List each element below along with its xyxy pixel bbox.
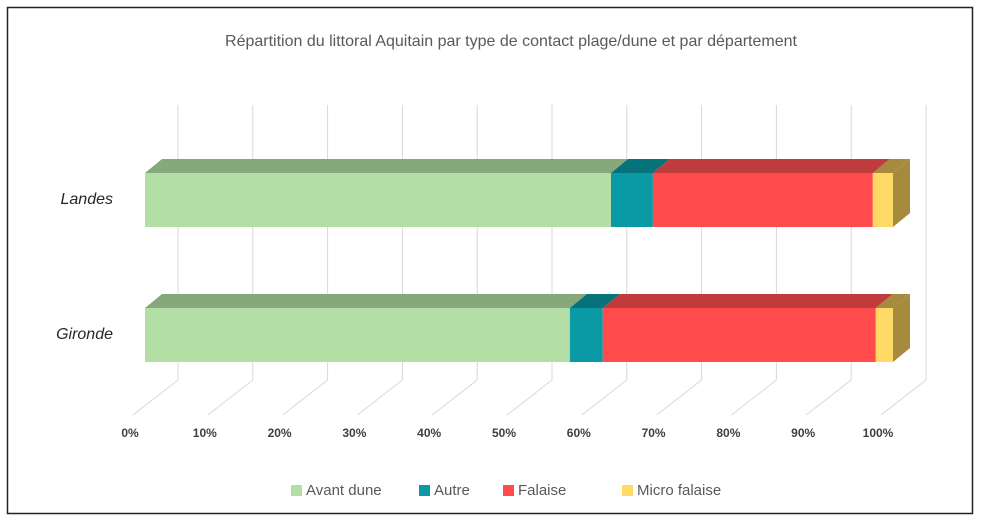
x-tick-label: 40% [417, 426, 441, 440]
legend-swatch [622, 485, 633, 496]
x-tick-label: 0% [121, 426, 139, 440]
floor-line [357, 379, 403, 416]
legend-label: Autre [434, 482, 470, 499]
floor-line [731, 379, 777, 416]
floor-line [656, 379, 702, 416]
chart-frame [6, 6, 974, 515]
bar-top [145, 159, 629, 173]
bar-top [602, 294, 893, 308]
bar [611, 173, 653, 227]
legend-label: Falaise [518, 482, 566, 499]
bar-top [611, 159, 670, 173]
x-tick-label: 80% [716, 426, 740, 440]
legend-swatch [291, 485, 302, 496]
x-tick-label: 70% [642, 426, 666, 440]
bar-top [569, 294, 620, 308]
legend-label: Avant dune [306, 482, 382, 499]
bar [875, 308, 893, 362]
bar [145, 173, 612, 227]
floor-line [431, 379, 478, 416]
floor-line [506, 379, 553, 416]
legend-label: Micro falaise [637, 482, 721, 499]
y-tick-label: Landes [61, 191, 114, 208]
floor-line [282, 379, 328, 416]
x-tick-label: 100% [863, 426, 894, 440]
x-tick-label: 90% [791, 426, 815, 440]
floor-line [207, 379, 254, 416]
bar-top [145, 294, 587, 308]
x-tick-label: 60% [567, 426, 591, 440]
x-tick-label: 20% [268, 426, 292, 440]
bar-side [893, 159, 910, 227]
floor-line [805, 379, 852, 416]
bar-top [652, 159, 890, 173]
x-tick-label: 10% [193, 426, 217, 440]
bar [602, 308, 876, 362]
legend-swatch [419, 485, 430, 496]
bar [872, 173, 893, 227]
floor-line [132, 379, 179, 416]
chart-title: Répartition du littoral Aquitain par typ… [225, 33, 797, 50]
bar-top [872, 159, 910, 173]
bar-top [875, 294, 910, 308]
x-tick-label: 30% [342, 426, 366, 440]
y-tick-label: Gironde [56, 326, 113, 343]
floor-line [880, 379, 927, 416]
bar [652, 173, 873, 227]
x-tick-label: 50% [492, 426, 516, 440]
bar [569, 308, 603, 362]
legend-swatch [503, 485, 514, 496]
floor-line [581, 379, 628, 416]
bar-side [893, 294, 910, 362]
bar [145, 308, 570, 362]
